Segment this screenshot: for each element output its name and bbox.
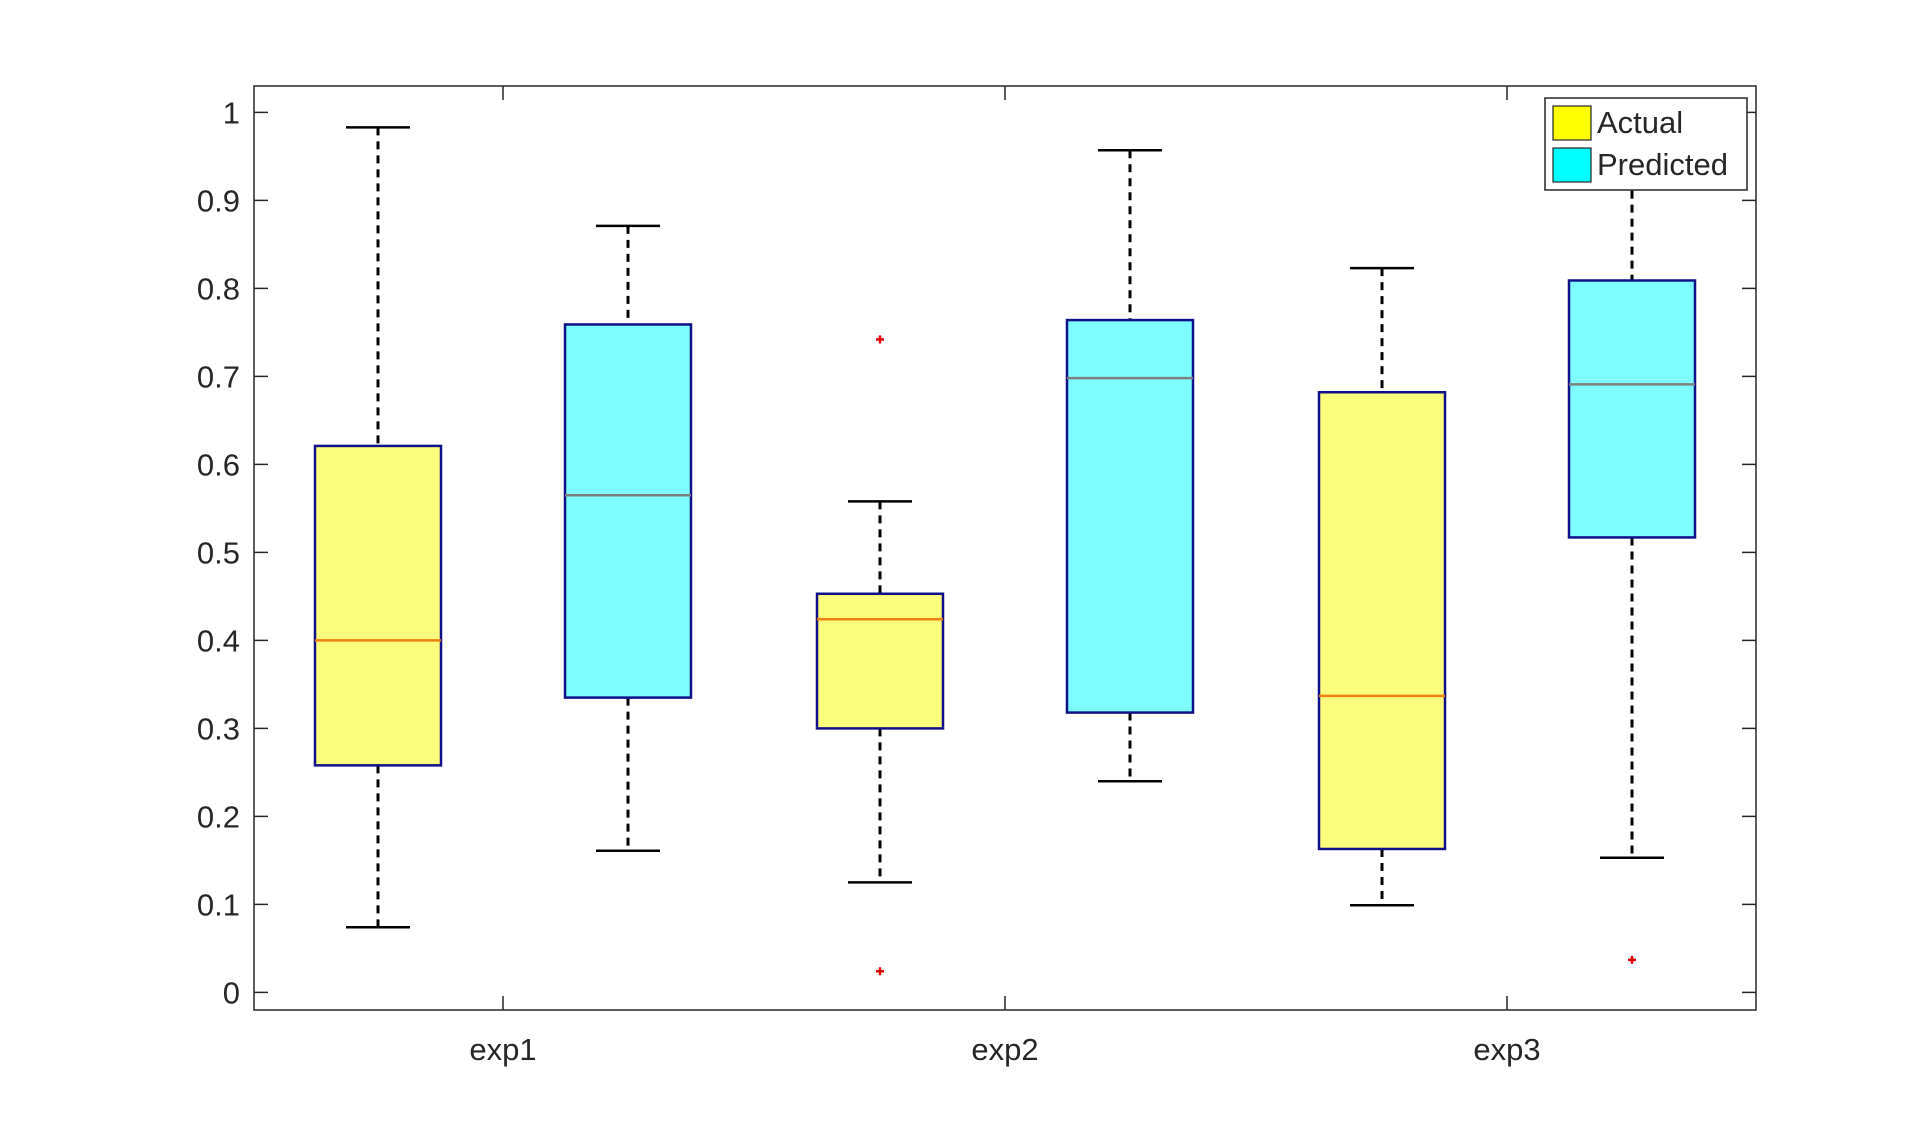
box-actual-exp1 — [313, 126, 443, 929]
y-tick-label: 0.8 — [197, 271, 240, 306]
y-axis: 0 0.1 0.2 0.3 0.4 0.5 0.6 0.7 0.8 0.9 1 — [197, 95, 1756, 1010]
legend-label-actual: Actual — [1597, 105, 1683, 140]
box-series-group — [313, 126, 1697, 976]
y-tick-label: 0.7 — [197, 359, 240, 394]
legend: Actual Predicted — [1544, 97, 1748, 191]
box-iqr — [1567, 279, 1697, 539]
box-predicted-exp1 — [563, 224, 693, 852]
box-predicted-exp3 — [1567, 175, 1697, 964]
legend-label-predicted: Predicted — [1597, 147, 1728, 182]
box-predicted-exp2 — [1065, 148, 1195, 783]
y-tick-label: 0.1 — [197, 887, 240, 922]
y-tick-label: 0.9 — [197, 183, 240, 218]
outlier-marker — [1628, 955, 1636, 964]
plot-area — [254, 86, 1756, 1010]
box-actual-exp3 — [1317, 266, 1447, 907]
box-iqr — [313, 444, 443, 767]
legend-swatch-actual — [1552, 105, 1592, 141]
x-tick-label: exp1 — [469, 1032, 536, 1067]
x-tick-label: exp3 — [1473, 1032, 1540, 1067]
y-tick-label: 0.4 — [197, 623, 240, 658]
x-tick-label: exp2 — [971, 1032, 1038, 1067]
outlier-marker — [876, 967, 884, 976]
outlier-marker — [876, 335, 884, 344]
box-actual-exp2 — [815, 335, 945, 976]
plot-area-background — [254, 86, 1756, 1010]
box-iqr — [563, 323, 693, 699]
box-iqr — [1065, 318, 1195, 714]
legend-swatch-predicted — [1552, 147, 1592, 183]
y-tick-label: 1 — [223, 95, 240, 130]
box-iqr — [815, 592, 945, 730]
y-tick-label: 0.2 — [197, 799, 240, 834]
y-tick-label: 0 — [223, 975, 240, 1010]
x-axis: exp1 exp2 exp3 — [469, 86, 1541, 1067]
box-iqr — [1317, 390, 1447, 851]
y-tick-label: 0.5 — [197, 535, 240, 570]
y-tick-label: 0.3 — [197, 711, 240, 746]
y-tick-label: 0.6 — [197, 447, 240, 482]
